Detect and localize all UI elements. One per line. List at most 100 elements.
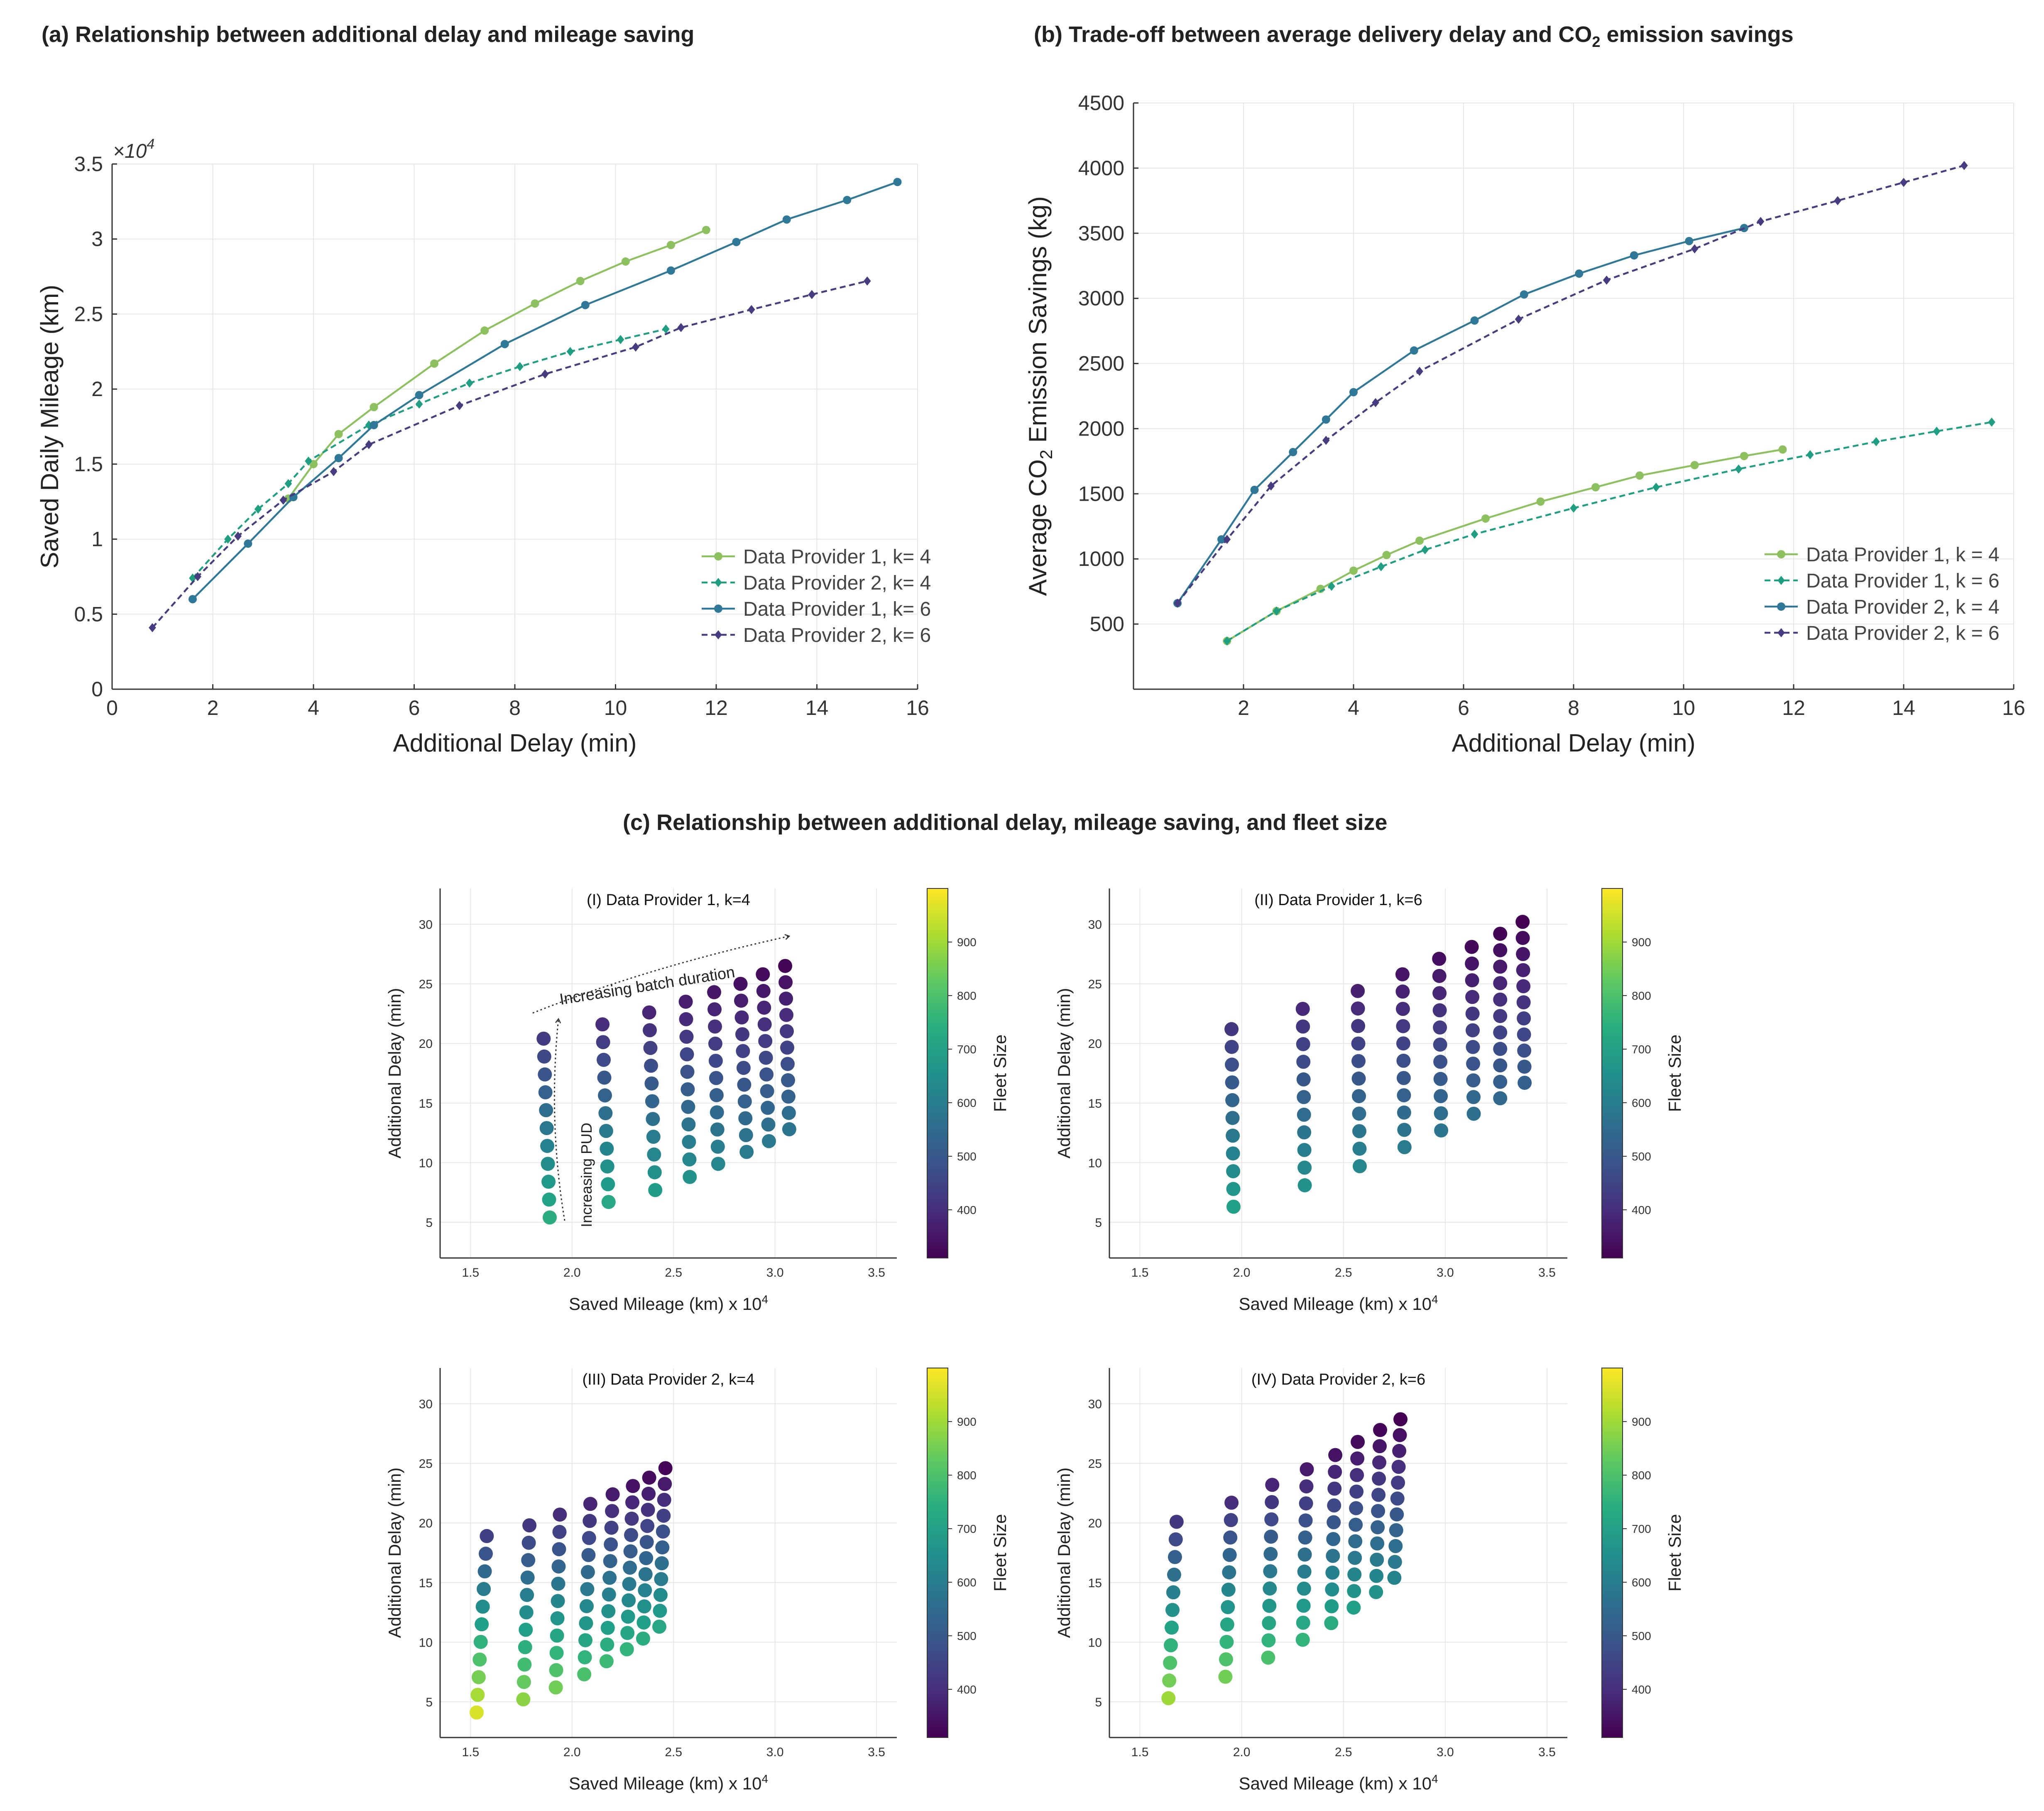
data-point (254, 504, 262, 514)
scatter-point (604, 1520, 619, 1535)
scatter-point (1493, 959, 1508, 974)
data-point (1570, 503, 1577, 513)
scatter-point (1221, 1583, 1236, 1597)
x-tick-label: 16 (906, 696, 929, 720)
x-tick-label: 4 (308, 696, 319, 720)
scatter-point (1391, 1476, 1405, 1490)
data-point (1470, 316, 1479, 325)
scatter-point (521, 1553, 536, 1567)
x-tick-label: 2 (207, 696, 219, 720)
scatter-point (470, 1688, 485, 1702)
data-point (863, 276, 871, 286)
y-tick-label: 30 (1088, 918, 1102, 932)
data-point (1834, 196, 1841, 206)
scatter-point (1296, 1037, 1310, 1051)
data-point (576, 277, 585, 285)
y-tick-label: 1500 (1078, 482, 1124, 505)
scatter-point (538, 1085, 553, 1099)
scatter-point (1371, 1504, 1386, 1518)
scatter-point (581, 1548, 596, 1562)
scatter-point (597, 1052, 611, 1067)
panel-title: (III) Data Provider 2, k=4 (583, 1371, 755, 1388)
scatter-point (1516, 995, 1531, 1010)
data-point (415, 391, 423, 399)
data-point (1349, 388, 1358, 396)
scatter-point (1352, 1124, 1366, 1138)
y-tick-label: 20 (1088, 1517, 1102, 1530)
data-point (1690, 461, 1699, 470)
data-point (1328, 582, 1335, 591)
scatter-point (1517, 1027, 1531, 1042)
data-point (1349, 566, 1358, 575)
y-tick-label: 30 (1088, 1397, 1102, 1411)
scatter-point (1390, 1507, 1404, 1522)
scatter-point (657, 1493, 671, 1507)
scatter-point (600, 1159, 614, 1174)
x-axis-label-exponent: 4 (1432, 1772, 1438, 1785)
y-axis-label: Additional Delay (min) (385, 1468, 404, 1638)
chart-a: 0 2 4 6 8 10 12 14 16 0 0.5 1 1.5 2 2.5 3 3.5 Additional … (36, 136, 931, 757)
x-tick-label: 0 (106, 696, 118, 720)
x-tick-label: 2 (1238, 696, 1249, 720)
scatter-point (1224, 1495, 1239, 1510)
scatter-point (1327, 1498, 1341, 1512)
data-point (1481, 514, 1490, 523)
y-tick-label: 25 (1088, 1457, 1102, 1471)
colorbar-tick-label: 600 (957, 1576, 977, 1589)
scatter-point (638, 1583, 652, 1598)
y-tick-label: 5 (426, 1696, 433, 1709)
data-point (370, 403, 378, 411)
data-point (1421, 545, 1429, 555)
data-point (480, 326, 489, 335)
data-point (1267, 481, 1275, 491)
scatter-point (516, 1692, 531, 1707)
scatter-point (646, 1112, 660, 1126)
scatter-point (1264, 1512, 1279, 1527)
scatter-point (473, 1635, 488, 1649)
colorbar (1601, 1368, 1623, 1738)
x-tick-label: 14 (1892, 696, 1915, 720)
data-point (581, 301, 590, 309)
x-tick-label: 8 (509, 696, 521, 720)
data-point (893, 178, 902, 186)
chart-c4: 1.5 2.0 2.5 3.0 3.5 5 10 15 20 25 30 (IV) Data Prov… (1054, 1368, 1684, 1793)
scatter-point (1466, 1023, 1480, 1038)
x-tick-label: 4 (1348, 696, 1359, 720)
data-point (1778, 445, 1787, 454)
x-tick-label: 3.0 (766, 1266, 784, 1280)
scatter-point (1161, 1691, 1176, 1706)
y-tick-label: 0.5 (74, 602, 103, 626)
scatter-point (1466, 1040, 1480, 1054)
legend-entry: Data Provider 1, k= 4 (743, 546, 931, 568)
x-tick-label: 2.0 (1233, 1745, 1251, 1759)
scatter-point (779, 991, 793, 1006)
y-tick-label: 25 (419, 978, 433, 991)
x-axis-label-exponent: 4 (761, 1293, 768, 1306)
data-point (666, 266, 675, 275)
scatter-point (1223, 1530, 1238, 1545)
scatter-point (1397, 1140, 1412, 1154)
scatter-point (1516, 947, 1530, 961)
x-tick-label: 1.5 (462, 1266, 479, 1280)
data-point (1223, 636, 1231, 646)
colorbar-tick-label: 700 (1632, 1522, 1651, 1535)
scatter-point (756, 984, 771, 998)
y-tick-label: 15 (1088, 1097, 1102, 1111)
colorbar-tick-label: 600 (1632, 1096, 1651, 1109)
scatter-point (1392, 1444, 1407, 1458)
chart-c1: 1.5 2.0 2.5 3.0 3.5 5 10 15 20 25 30 (I) Data Provi… (385, 888, 1010, 1314)
title-panel-b-subscript: 2 (1592, 33, 1601, 50)
x-tick-label: 14 (805, 696, 829, 720)
scatter-point (1296, 1055, 1311, 1069)
legend-marker (714, 552, 722, 560)
y-tick-label: 3500 (1078, 222, 1124, 245)
x-axis-label-exponent: 4 (761, 1772, 768, 1785)
y-tick-label: 10 (419, 1156, 433, 1170)
scatter-point (1328, 1465, 1342, 1479)
scatter-point (658, 1477, 672, 1491)
scatter-point (580, 1599, 594, 1613)
scatter-point (759, 1050, 773, 1065)
scatter-point (1296, 1615, 1310, 1630)
scatter-point (604, 1537, 618, 1552)
scatter-point (541, 1157, 555, 1171)
